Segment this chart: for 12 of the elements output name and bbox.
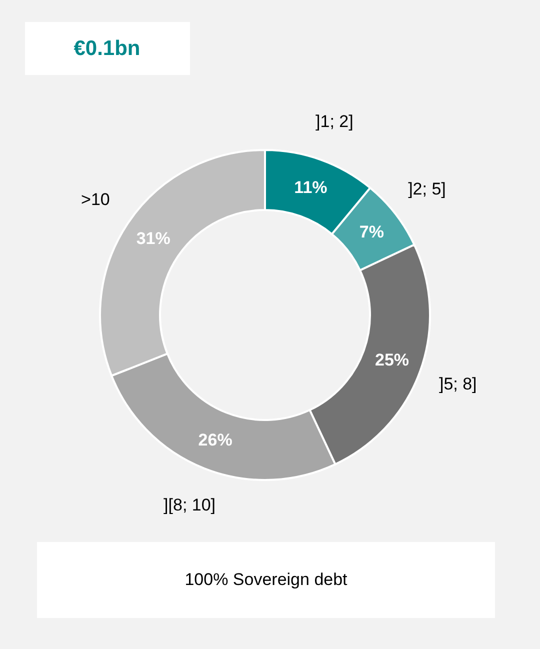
data-label: 11% (294, 178, 328, 197)
slice-label: ]1; 2] (316, 112, 354, 132)
data-label: 26% (198, 430, 232, 450)
slice-label: ]5; 8] (438, 374, 477, 394)
data-label: 31% (136, 229, 170, 248)
data-label: 7% (359, 222, 384, 242)
slice-label: >10 (81, 190, 110, 209)
text: 100% Sovereign debt (184, 570, 348, 589)
chart-title: €0.1bn (74, 37, 140, 60)
slice-label: ][8; 10] (164, 496, 216, 515)
slice-label: ]2; 5] (408, 179, 446, 198)
data-label: 25% (375, 350, 410, 370)
